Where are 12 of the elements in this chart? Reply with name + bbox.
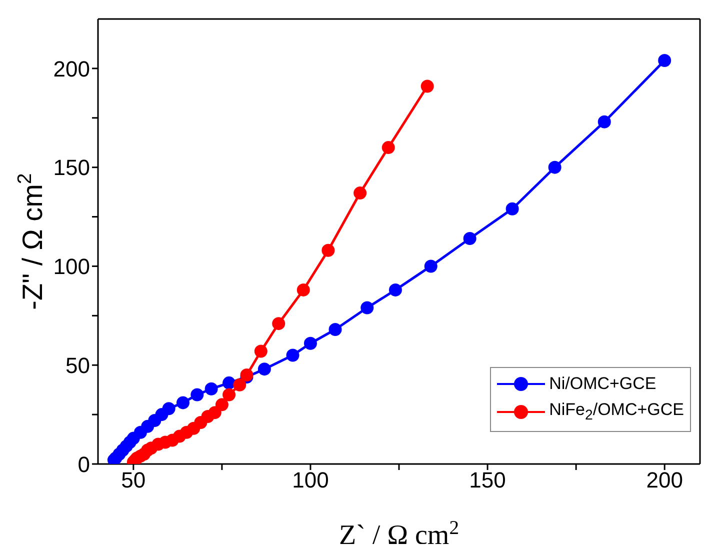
y-tick-label: 150 [53, 155, 90, 180]
x-tick-label: 200 [646, 468, 683, 493]
x-tick-label: 100 [292, 468, 329, 493]
y-tick-label: 200 [53, 56, 90, 82]
x-tick-label: 150 [469, 468, 506, 493]
y-tick-label: 0 [78, 452, 90, 477]
y-tick-label: 100 [53, 254, 90, 280]
x-axis-title: Z` / Ω cm$^{2}$ [338, 518, 460, 551]
legend-label: NiFe$_{2}$/OMC+GCE [549, 398, 684, 425]
legend-label: Ni/OMC+GCE [549, 372, 656, 395]
x-tick-label: 50 [121, 468, 146, 493]
y-tick-label: 50 [66, 352, 90, 378]
